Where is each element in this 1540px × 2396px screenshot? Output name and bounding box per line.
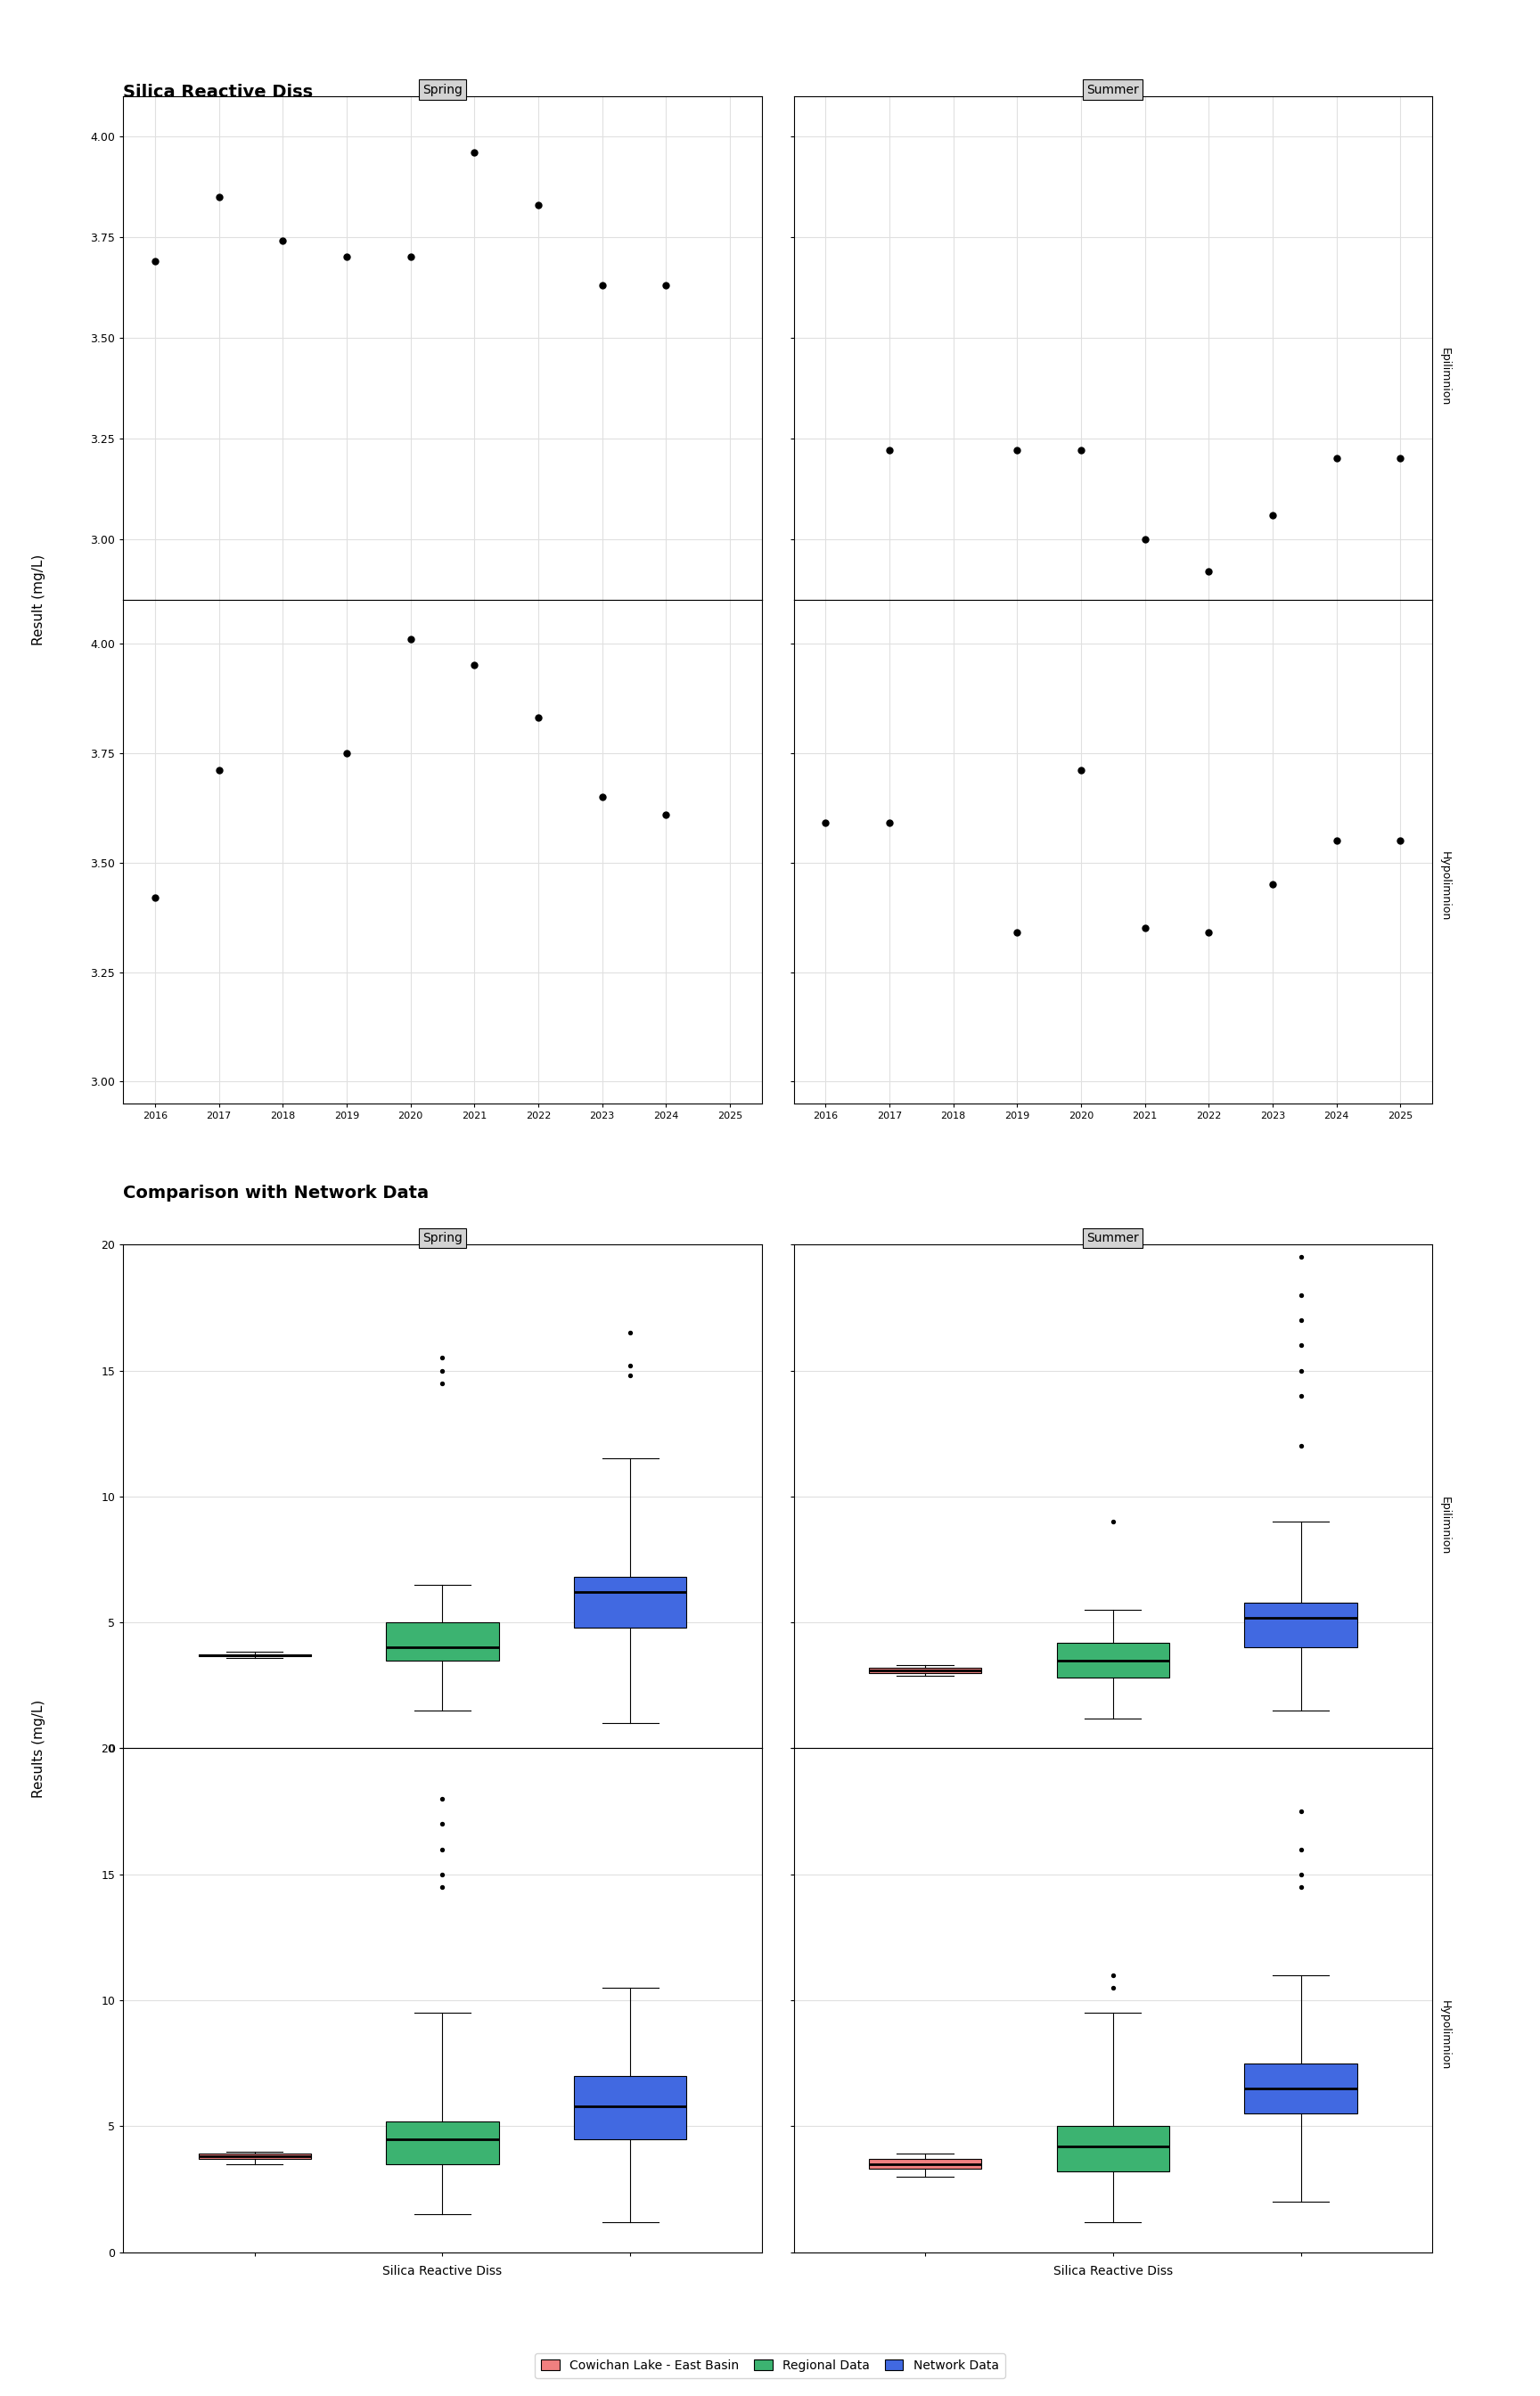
PathPatch shape xyxy=(869,2159,981,2168)
Point xyxy=(653,266,678,304)
Text: Hypolimnion: Hypolimnion xyxy=(1440,851,1451,922)
Point xyxy=(430,1363,454,1402)
Text: Comparison with Network Data: Comparison with Network Data xyxy=(123,1184,430,1200)
Point xyxy=(1260,865,1284,903)
Point xyxy=(271,223,296,261)
X-axis label: Silica Reactive Diss: Silica Reactive Diss xyxy=(383,2264,502,2279)
Point xyxy=(878,805,902,843)
Point xyxy=(1289,1869,1314,1907)
PathPatch shape xyxy=(1056,2125,1169,2171)
Point xyxy=(1388,822,1412,860)
PathPatch shape xyxy=(1056,1644,1169,1677)
Point xyxy=(653,795,678,834)
Point xyxy=(590,266,614,304)
PathPatch shape xyxy=(387,1622,499,1660)
Point xyxy=(430,1339,454,1378)
Text: Epilimnion: Epilimnion xyxy=(1440,1498,1451,1555)
Point xyxy=(1260,496,1284,534)
Point xyxy=(1101,1955,1126,1993)
Point xyxy=(430,1780,454,1819)
Point xyxy=(618,1313,642,1351)
Point xyxy=(1289,1239,1314,1277)
Point xyxy=(462,134,487,173)
Point xyxy=(1289,1275,1314,1313)
PathPatch shape xyxy=(1244,2063,1357,2113)
Point xyxy=(1069,431,1093,470)
Point xyxy=(334,733,359,772)
Text: Hypolimnion: Hypolimnion xyxy=(1440,2001,1451,2070)
Point xyxy=(590,779,614,817)
Point xyxy=(1289,1855,1314,1893)
Point xyxy=(1132,520,1157,558)
Point xyxy=(1289,1378,1314,1416)
Point xyxy=(1289,1831,1314,1869)
Point xyxy=(1289,1428,1314,1466)
Point xyxy=(143,879,168,918)
X-axis label: Silica Reactive Diss: Silica Reactive Diss xyxy=(1053,2264,1172,2279)
Point xyxy=(430,1869,454,1907)
Point xyxy=(813,805,838,843)
Point xyxy=(1289,1301,1314,1339)
PathPatch shape xyxy=(387,2120,499,2164)
Point xyxy=(1289,1351,1314,1390)
Point xyxy=(1197,553,1221,592)
Point xyxy=(1324,822,1349,860)
Point xyxy=(527,184,551,223)
PathPatch shape xyxy=(574,1577,687,1627)
Text: Silica Reactive Diss: Silica Reactive Diss xyxy=(123,84,313,101)
Point xyxy=(618,1356,642,1394)
Point xyxy=(143,242,168,280)
PathPatch shape xyxy=(199,2154,311,2159)
Point xyxy=(430,1855,454,1893)
Text: Summer: Summer xyxy=(1087,1232,1140,1244)
Text: Spring: Spring xyxy=(422,84,462,96)
Point xyxy=(1197,913,1221,951)
Legend: Cowichan Lake - East Basin, Regional Data, Network Data: Cowichan Lake - East Basin, Regional Dat… xyxy=(534,2353,1006,2377)
Text: Results (mg/L): Results (mg/L) xyxy=(32,1699,45,1797)
Point xyxy=(618,1347,642,1385)
Text: Epilimnion: Epilimnion xyxy=(1440,347,1451,405)
Text: Spring: Spring xyxy=(422,1232,462,1244)
Point xyxy=(1004,431,1029,470)
Point xyxy=(527,700,551,738)
Point xyxy=(1069,752,1093,791)
Point xyxy=(878,431,902,470)
Point xyxy=(399,237,424,276)
Point xyxy=(430,1804,454,1843)
Point xyxy=(1132,908,1157,946)
PathPatch shape xyxy=(574,2075,687,2140)
Point xyxy=(334,237,359,276)
PathPatch shape xyxy=(199,1653,311,1656)
Point xyxy=(1101,1970,1126,2008)
Point xyxy=(206,177,231,216)
PathPatch shape xyxy=(1244,1603,1357,1648)
Point xyxy=(462,647,487,685)
Point xyxy=(399,621,424,659)
Point xyxy=(1289,1792,1314,1831)
Point xyxy=(1101,1502,1126,1541)
PathPatch shape xyxy=(869,1668,981,1672)
Point xyxy=(206,752,231,791)
Point xyxy=(1324,438,1349,477)
Point xyxy=(1388,438,1412,477)
Point xyxy=(1004,913,1029,951)
Point xyxy=(430,1351,454,1390)
Point xyxy=(1289,1325,1314,1363)
Point xyxy=(430,1831,454,1869)
Text: Summer: Summer xyxy=(1087,84,1140,96)
Text: Result (mg/L): Result (mg/L) xyxy=(32,553,45,645)
